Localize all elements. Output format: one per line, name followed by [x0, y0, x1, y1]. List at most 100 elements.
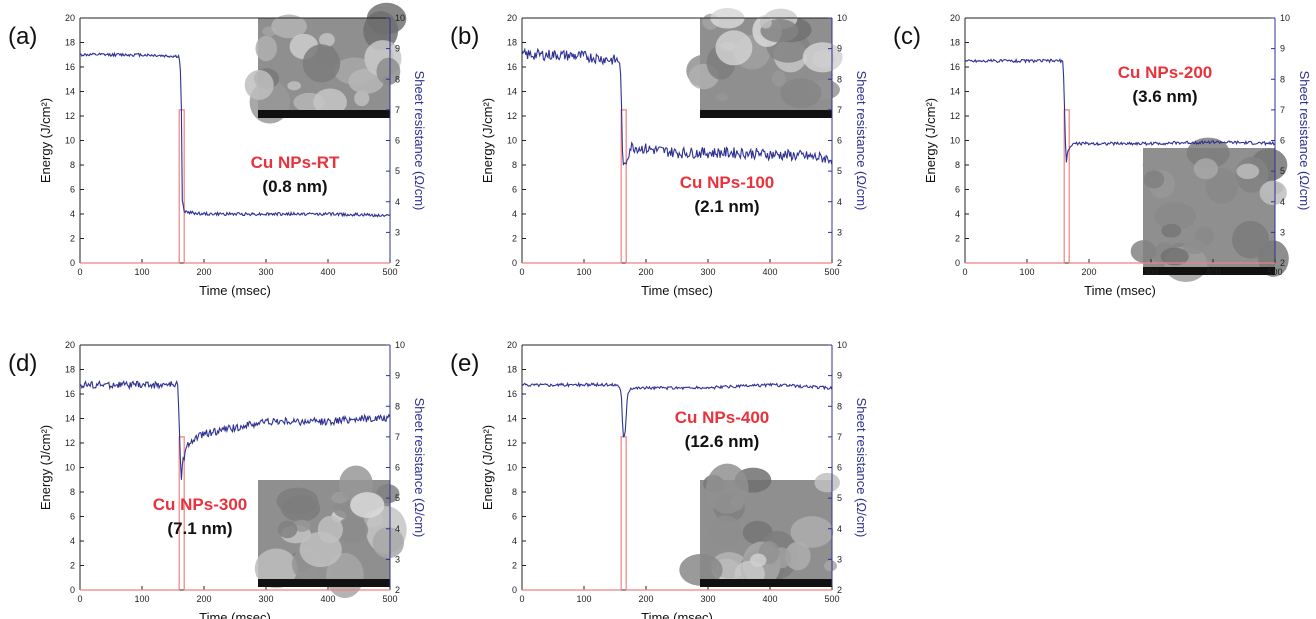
- y-tick-label: 6: [70, 512, 75, 522]
- y-tick-label: 4: [70, 536, 75, 546]
- inset-grain: [271, 14, 307, 39]
- y2-tick-label: 4: [837, 524, 842, 534]
- y-tick-label: 12: [950, 111, 960, 121]
- y-tick-label: 8: [512, 487, 517, 497]
- y2-tick-label: 3: [837, 554, 842, 564]
- y-tick-label: 12: [507, 111, 517, 121]
- y-tick-label: 16: [507, 62, 517, 72]
- x-tick-label: 500: [1267, 267, 1282, 277]
- y2-tick-label: 6: [1280, 136, 1285, 146]
- y-tick-label: 0: [70, 258, 75, 268]
- x-tick-label: 200: [196, 267, 211, 277]
- resistance-series-line: [521, 381, 833, 438]
- x-axis-label: Time (msec): [199, 610, 271, 619]
- y-tick-label: 18: [507, 38, 517, 48]
- panel-label: (b): [450, 23, 479, 50]
- y-tick-label: 6: [70, 185, 75, 195]
- inset-grain: [244, 69, 274, 100]
- y2-tick-label: 9: [395, 371, 400, 381]
- x-axis-label: Time (msec): [641, 283, 713, 298]
- x-tick-label: 0: [77, 267, 82, 277]
- grain-size-label: (12.6 nm): [685, 432, 760, 451]
- y2-tick-label: 5: [395, 166, 400, 176]
- y-tick-label: 4: [512, 536, 517, 546]
- inset-grain: [376, 57, 401, 86]
- energy-series-line: [80, 436, 390, 591]
- x-tick-label: 200: [1081, 267, 1096, 277]
- inset-scalebar: [258, 110, 390, 118]
- sem-inset-image: [1130, 137, 1289, 283]
- panel-label: (e): [450, 350, 479, 377]
- inset-grain: [715, 92, 729, 102]
- inset-grain: [715, 30, 753, 66]
- y-tick-label: 16: [65, 62, 75, 72]
- sem-inset-image: [686, 7, 843, 118]
- y2-tick-label: 2: [837, 585, 842, 595]
- inset-grain: [293, 519, 311, 532]
- y2-tick-label: 9: [837, 44, 842, 54]
- inset-grain: [1205, 167, 1239, 204]
- inset-grain: [1143, 170, 1165, 189]
- y2-tick-label: 7: [1280, 105, 1285, 115]
- x-tick-label: 500: [382, 267, 397, 277]
- y-tick-label: 0: [512, 585, 517, 595]
- y2-tick-label: 10: [395, 13, 405, 23]
- sample-label: Cu NPs-400: [675, 408, 769, 427]
- y-tick-label: 14: [65, 414, 75, 424]
- chart-panel-0: 0 100 200 300 400 500 0 2 4 6 8 10 12 14 16 18 20 2 3 4 5 6 7 8…: [8, 2, 427, 298]
- inset-grain: [1186, 137, 1230, 169]
- y2-tick-label: 3: [1280, 227, 1285, 237]
- sample-label: Cu NPs-300: [153, 495, 247, 514]
- inset-grain: [372, 527, 405, 559]
- y-tick-label: 14: [65, 87, 75, 97]
- x-tick-label: 100: [134, 267, 149, 277]
- y-tick-label: 2: [70, 234, 75, 244]
- x-tick-label: 100: [1019, 267, 1034, 277]
- y2-tick-label: 2: [837, 258, 842, 268]
- y-tick-label: 20: [507, 340, 517, 350]
- y2-tick-label: 7: [837, 105, 842, 115]
- panel-label: (d): [8, 350, 37, 377]
- y2-axis-label: Sheet resistance (Ω/cm): [412, 398, 427, 538]
- x-tick-label: 400: [762, 267, 777, 277]
- resistance-series-line: [521, 47, 833, 166]
- y-tick-label: 20: [65, 340, 75, 350]
- y2-tick-label: 5: [837, 493, 842, 503]
- inset-grain: [302, 44, 341, 83]
- sem-inset-image: [254, 465, 407, 599]
- y-tick-label: 18: [950, 38, 960, 48]
- inset-grain: [814, 472, 840, 493]
- y-tick-label: 8: [70, 160, 75, 170]
- inset-grain: [1232, 220, 1270, 259]
- x-axis-label: Time (msec): [1084, 283, 1156, 298]
- grain-size-label: (7.1 nm): [167, 519, 232, 538]
- y2-tick-label: 4: [837, 197, 842, 207]
- x-tick-label: 100: [576, 267, 591, 277]
- resistance-series-line: [79, 379, 391, 480]
- sample-label: Cu NPs-200: [1118, 63, 1212, 82]
- y-tick-label: 2: [955, 234, 960, 244]
- chart-panel-3: 0 100 200 300 400 500 0 2 4 6 8 10 12 14 16 18 20 2 3 4 5 6 7 8…: [8, 340, 427, 619]
- inset-grain: [679, 553, 723, 586]
- y2-tick-label: 8: [1280, 74, 1285, 84]
- inset-grain: [771, 70, 786, 87]
- y2-tick-label: 5: [395, 493, 400, 503]
- inset-grain: [281, 495, 321, 522]
- y-tick-label: 6: [955, 185, 960, 195]
- y2-tick-label: 4: [1280, 197, 1285, 207]
- x-tick-label: 400: [762, 594, 777, 604]
- x-tick-label: 500: [824, 267, 839, 277]
- sample-label: Cu NPs-RT: [251, 153, 340, 172]
- y-axis-label: Energy (J/cm²): [923, 98, 938, 183]
- y2-axis-label: Sheet resistance (Ω/cm): [412, 71, 427, 211]
- inset-scalebar: [258, 579, 390, 587]
- inset-grain: [299, 531, 342, 568]
- inset-grain: [1154, 202, 1197, 231]
- y2-tick-label: 5: [837, 166, 842, 176]
- y2-tick-label: 8: [395, 74, 400, 84]
- panel-label: (a): [8, 23, 37, 50]
- y2-tick-label: 3: [395, 227, 400, 237]
- inset-grain: [1236, 163, 1260, 180]
- y-tick-label: 10: [507, 136, 517, 146]
